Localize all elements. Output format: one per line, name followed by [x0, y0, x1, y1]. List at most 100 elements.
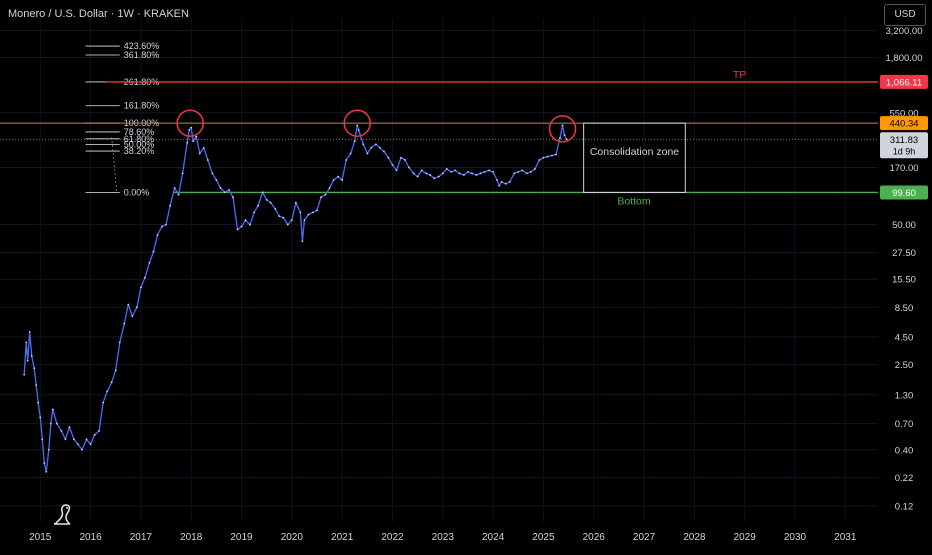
- y-tick-label: 50.00: [892, 220, 916, 231]
- price-point: [110, 381, 113, 384]
- price-point: [353, 140, 356, 142]
- price-point: [186, 141, 189, 144]
- price-point: [425, 172, 428, 175]
- consolidation-zone-group: Consolidation zone: [583, 122, 686, 193]
- price-point: [437, 175, 440, 178]
- x-tick-label: 2020: [281, 532, 304, 543]
- x-tick-label: 2015: [29, 532, 52, 543]
- price-point: [383, 150, 385, 153]
- y-tick-label: 3,200.00: [886, 26, 923, 37]
- price-point: [236, 228, 239, 231]
- price-point: [43, 462, 46, 465]
- y-tick-label: 27.50: [892, 248, 916, 259]
- price-point: [561, 124, 564, 127]
- price-point: [479, 172, 482, 175]
- price-point: [337, 175, 340, 178]
- price-point: [408, 166, 410, 169]
- price-point: [400, 156, 402, 159]
- price-point: [404, 159, 406, 161]
- price-point: [68, 426, 71, 429]
- price-point: [77, 443, 79, 446]
- price-point: [357, 129, 360, 131]
- price-point: [195, 135, 198, 138]
- price-point: [269, 201, 272, 204]
- price-point: [47, 448, 50, 451]
- price-point: [542, 156, 545, 159]
- x-tick-label: 2024: [482, 532, 505, 543]
- y-tick-label: 2.50: [895, 360, 914, 371]
- price-point: [202, 146, 205, 149]
- fib-level-label: 61.80%: [124, 134, 155, 144]
- price-point: [192, 140, 195, 142]
- price-point: [362, 143, 365, 146]
- fib-level-label: 50.00%: [124, 140, 155, 150]
- price-point: [307, 213, 310, 216]
- x-tick-label: 2017: [130, 532, 153, 543]
- price-point: [538, 159, 541, 161]
- fib-level-label: 161.80%: [124, 101, 160, 111]
- x-tick-label: 2018: [180, 532, 203, 543]
- price-point: [316, 209, 318, 212]
- price-point: [118, 341, 121, 344]
- price-point: [35, 384, 38, 387]
- price-point: [33, 367, 36, 370]
- price-point: [228, 189, 230, 191]
- fibonacci-levels: 423.60%361.80%261.80%161.80%100.00%78.60…: [85, 41, 160, 197]
- price-point: [328, 186, 331, 189]
- fib-level-label: 0.00%: [124, 187, 150, 197]
- price-point: [387, 156, 390, 159]
- price-point: [433, 177, 436, 180]
- price-point: [500, 180, 503, 183]
- tradingview-logo-icon[interactable]: [50, 502, 80, 533]
- price-point: [181, 172, 184, 175]
- price-point: [341, 179, 344, 181]
- fib-level-label: 38.20%: [124, 146, 155, 156]
- price-point: [332, 179, 335, 181]
- price-point: [131, 315, 134, 318]
- price-point: [513, 172, 516, 175]
- price-point: [496, 179, 499, 181]
- bottom-price-label: 99.60: [892, 188, 916, 199]
- price-point: [156, 234, 159, 236]
- price-point: [521, 169, 524, 172]
- currency-selector[interactable]: USD: [884, 4, 926, 26]
- price-point: [492, 170, 494, 173]
- fib-level-label: 78.60%: [124, 127, 155, 137]
- price-point: [177, 193, 180, 196]
- price-point: [565, 138, 568, 141]
- x-tick-label: 2022: [381, 532, 404, 543]
- x-tick-label: 2023: [432, 532, 455, 543]
- price-point: [37, 401, 40, 404]
- x-tick-label: 2031: [834, 532, 857, 543]
- price-point: [28, 331, 31, 333]
- price-point: [349, 152, 352, 155]
- price-point: [286, 223, 289, 226]
- price-point: [219, 186, 222, 189]
- price-point: [206, 159, 209, 161]
- price-point: [290, 219, 293, 222]
- grid: [0, 18, 878, 522]
- y-tick-label: 0.40: [895, 445, 914, 456]
- price-point: [135, 306, 138, 309]
- x-tick-label: 2030: [784, 532, 807, 543]
- price-point: [51, 408, 54, 411]
- x-tick-label: 2025: [532, 532, 555, 543]
- y-tick-label: 1.30: [895, 390, 914, 401]
- x-tick-label: 2021: [331, 532, 354, 543]
- price-point: [102, 401, 105, 404]
- tp-label: TP: [733, 69, 746, 81]
- price-point: [23, 373, 26, 376]
- x-tick-label: 2027: [633, 532, 656, 543]
- price-point: [253, 211, 255, 214]
- price-point: [93, 434, 96, 436]
- y-tick-label: 170.00: [889, 163, 918, 174]
- price-point: [370, 146, 373, 149]
- price-point: [25, 341, 28, 344]
- price-point: [301, 240, 304, 243]
- last-price-label: 311.83: [890, 135, 918, 146]
- fib-level-label: 423.60%: [124, 41, 160, 51]
- x-tick-label: 2016: [79, 532, 102, 543]
- peak-highlight-circle: [548, 115, 577, 143]
